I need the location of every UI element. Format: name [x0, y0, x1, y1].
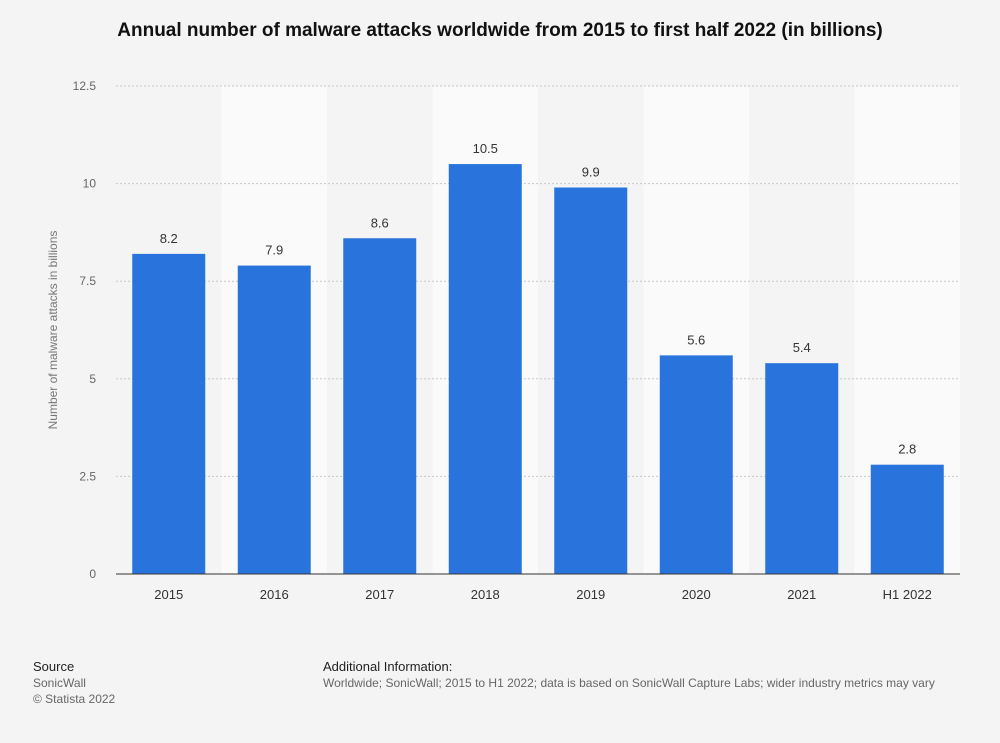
- x-tick-label: 2016: [260, 587, 289, 602]
- source-name[interactable]: SonicWall: [33, 676, 86, 690]
- y-tick-label: 12.5: [73, 79, 97, 93]
- chart-title: Annual number of malware attacks worldwi…: [117, 20, 883, 41]
- y-tick-label: 10: [83, 177, 97, 191]
- source-heading: Source: [33, 659, 75, 674]
- value-label: 8.6: [371, 215, 389, 230]
- x-axis-ticks: 2015 2016 2017 2018 2019 2020 2021 H1 2022: [154, 587, 932, 602]
- value-label: 5.6: [687, 332, 705, 347]
- x-tick-label: 2018: [471, 587, 500, 602]
- x-tick-label: 2020: [682, 587, 711, 602]
- x-tick-label: 2021: [787, 587, 816, 602]
- bar[interactable]: [132, 253, 206, 574]
- bar[interactable]: [659, 355, 733, 574]
- y-tick-label: 0: [89, 567, 96, 581]
- source-block: Source SonicWall © Statista 2022: [33, 659, 115, 707]
- x-tick-label: H1 2022: [883, 587, 932, 602]
- bar-chart: 0 2.5 5 7.5 10 12.5 8.2 7.9 8.6 10.5 9.9 5.6 5.4 2.8…: [46, 79, 960, 602]
- bar[interactable]: [343, 238, 417, 575]
- info-heading: Additional Information:: [323, 659, 453, 674]
- y-tick-label: 5: [89, 372, 96, 386]
- value-label: 7.9: [265, 243, 283, 258]
- x-tick-label: 2019: [576, 587, 605, 602]
- y-axis-ticks: 0 2.5 5 7.5 10 12.5: [73, 79, 97, 581]
- bars: [132, 164, 944, 575]
- value-label: 8.2: [160, 231, 178, 246]
- info-text: Worldwide; SonicWall; 2015 to H1 2022; d…: [323, 676, 935, 690]
- value-label: 9.9: [582, 165, 600, 180]
- copyright: © Statista 2022: [33, 692, 116, 706]
- value-labels: 8.2 7.9 8.6 10.5 9.9 5.6 5.4 2.8: [160, 141, 917, 457]
- x-tick-label: 2017: [365, 587, 394, 602]
- additional-info-block: Additional Information: Worldwide; Sonic…: [323, 659, 935, 691]
- value-label: 5.4: [793, 340, 811, 355]
- bar[interactable]: [554, 187, 628, 574]
- y-axis-label: Number of malware attacks in billions: [46, 231, 60, 430]
- bar[interactable]: [765, 363, 839, 574]
- y-tick-label: 2.5: [79, 469, 96, 483]
- bar[interactable]: [870, 464, 944, 574]
- value-label: 2.8: [898, 442, 916, 457]
- value-label: 10.5: [473, 141, 498, 156]
- y-tick-label: 7.5: [79, 274, 96, 288]
- bar[interactable]: [448, 164, 522, 574]
- x-tick-label: 2015: [154, 587, 183, 602]
- bar[interactable]: [237, 265, 311, 574]
